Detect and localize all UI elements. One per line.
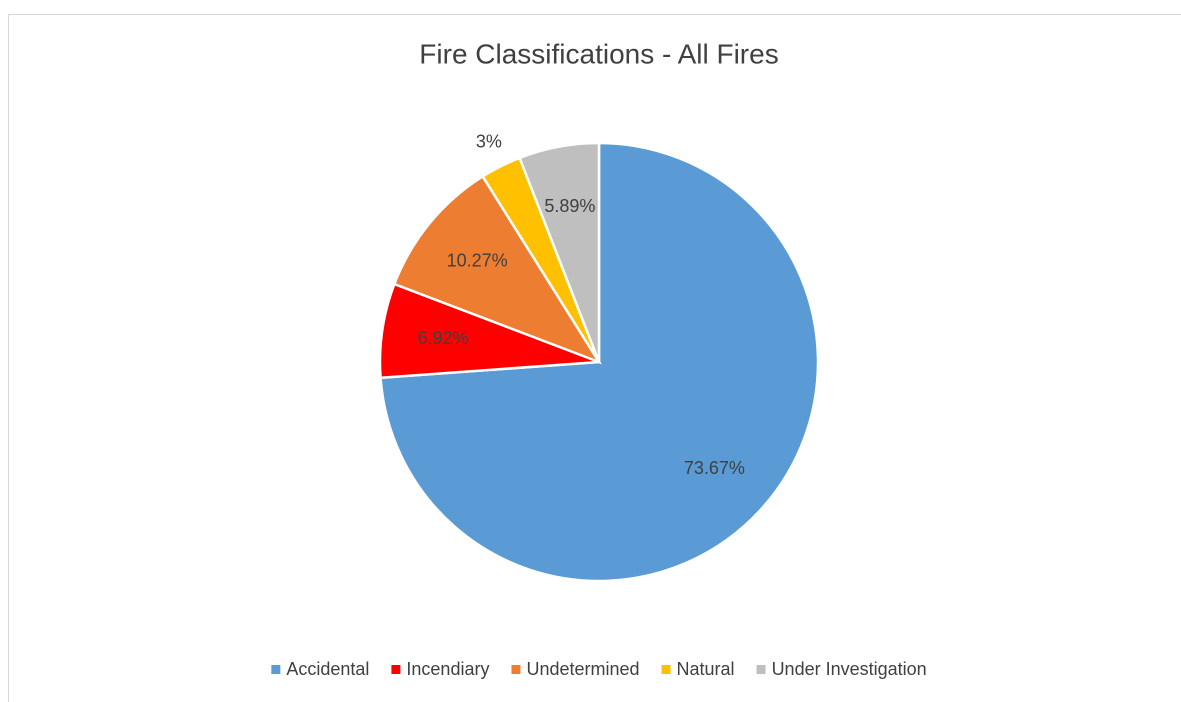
data-label: 5.89% xyxy=(544,196,595,216)
legend-label: Under Investigation xyxy=(772,659,927,679)
legend-label: Undetermined xyxy=(526,659,639,679)
data-label: 73.67% xyxy=(684,458,745,478)
data-label: 6.92% xyxy=(417,328,468,348)
legend-label: Natural xyxy=(677,659,735,679)
data-label: 10.27% xyxy=(447,251,508,271)
legend-swatch xyxy=(391,665,401,674)
pie-slice xyxy=(517,141,601,363)
pie-slice xyxy=(392,174,603,365)
data-label: 3% xyxy=(476,132,502,152)
legend-label: Accidental xyxy=(286,659,369,679)
legend-swatch xyxy=(511,665,521,674)
chart-border xyxy=(8,14,1181,702)
chart-title: Fire Classifications - All Fires xyxy=(419,38,778,69)
legend-label: Incendiary xyxy=(406,659,489,679)
legend-swatch xyxy=(756,665,766,674)
legend-swatch xyxy=(271,665,281,674)
legend-swatch xyxy=(661,665,671,674)
